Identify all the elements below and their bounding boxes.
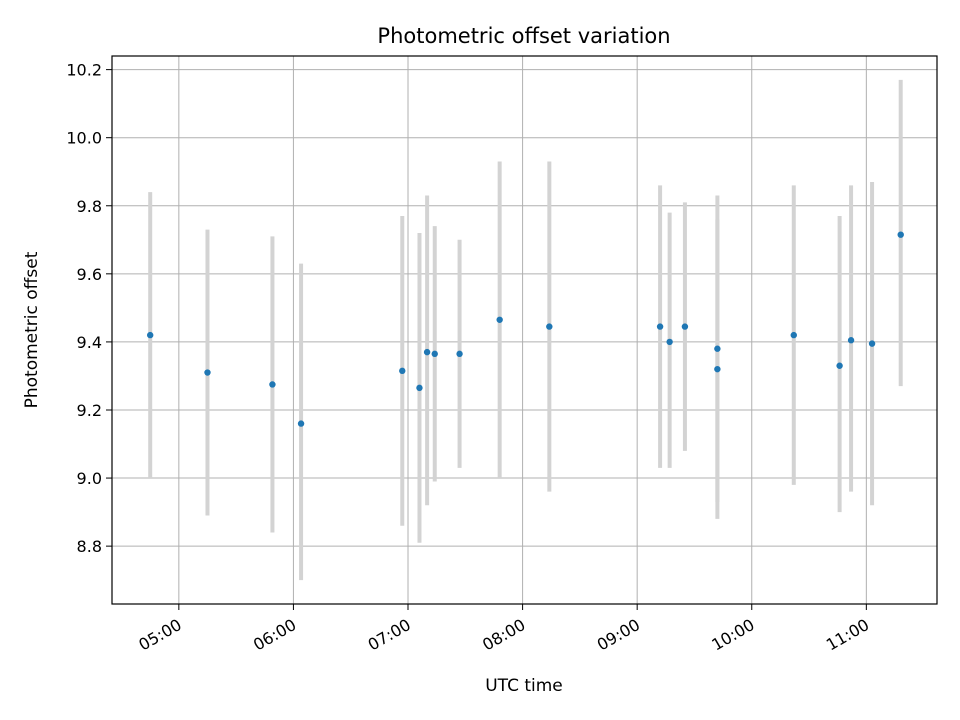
data-point <box>714 345 721 352</box>
x-tick-label: 07:00 <box>365 615 414 655</box>
x-tick-label: 09:00 <box>594 615 643 655</box>
y-tick-label: 9.0 <box>77 469 102 488</box>
data-point <box>297 420 305 427</box>
chart-title: Photometric offset variation <box>377 24 670 48</box>
data-point <box>546 323 553 330</box>
data-point <box>269 381 276 388</box>
data-point <box>431 350 438 358</box>
data-point <box>847 337 855 344</box>
y-axis-label: Photometric offset <box>22 251 42 408</box>
x-tick-label: 10:00 <box>708 615 757 655</box>
error-bars <box>148 79 903 581</box>
data-point <box>790 331 797 339</box>
data-point <box>416 384 423 392</box>
data-point <box>423 348 431 356</box>
y-tick-label: 10.0 <box>66 129 102 148</box>
y-tick-label: 9.2 <box>77 401 102 420</box>
x-axis-ticks: 05:00 06:00 07:00 08:00 09:00 10:00 11:00 <box>135 604 872 655</box>
y-tick-label: 9.6 <box>77 265 102 284</box>
x-tick-label: 06:00 <box>250 615 299 655</box>
data-point <box>681 323 689 330</box>
data-point <box>204 369 211 376</box>
data-points <box>146 231 904 427</box>
y-tick-label: 9.8 <box>77 197 102 216</box>
data-point <box>714 365 721 373</box>
data-point <box>496 316 503 323</box>
grid <box>112 56 937 604</box>
y-tick-label: 10.2 <box>66 61 102 80</box>
plot-frame <box>111 55 938 605</box>
y-tick-label: 9.4 <box>77 333 102 352</box>
data-point <box>399 367 406 375</box>
x-axis-label: UTC time <box>485 676 563 696</box>
data-point <box>836 362 843 369</box>
data-point <box>666 338 673 346</box>
x-tick-label: 05:00 <box>135 615 184 655</box>
data-point <box>146 331 154 339</box>
x-tick-label: 11:00 <box>823 615 872 655</box>
data-point <box>456 350 463 358</box>
data-point <box>656 323 664 330</box>
y-tick-label: 8.8 <box>77 537 102 556</box>
y-axis-ticks: 8.8 9.0 9.2 9.4 9.6 9.8 10.0 10.2 <box>66 61 112 556</box>
data-point <box>868 340 876 347</box>
data-point <box>897 231 904 238</box>
x-tick-label: 08:00 <box>479 615 528 655</box>
